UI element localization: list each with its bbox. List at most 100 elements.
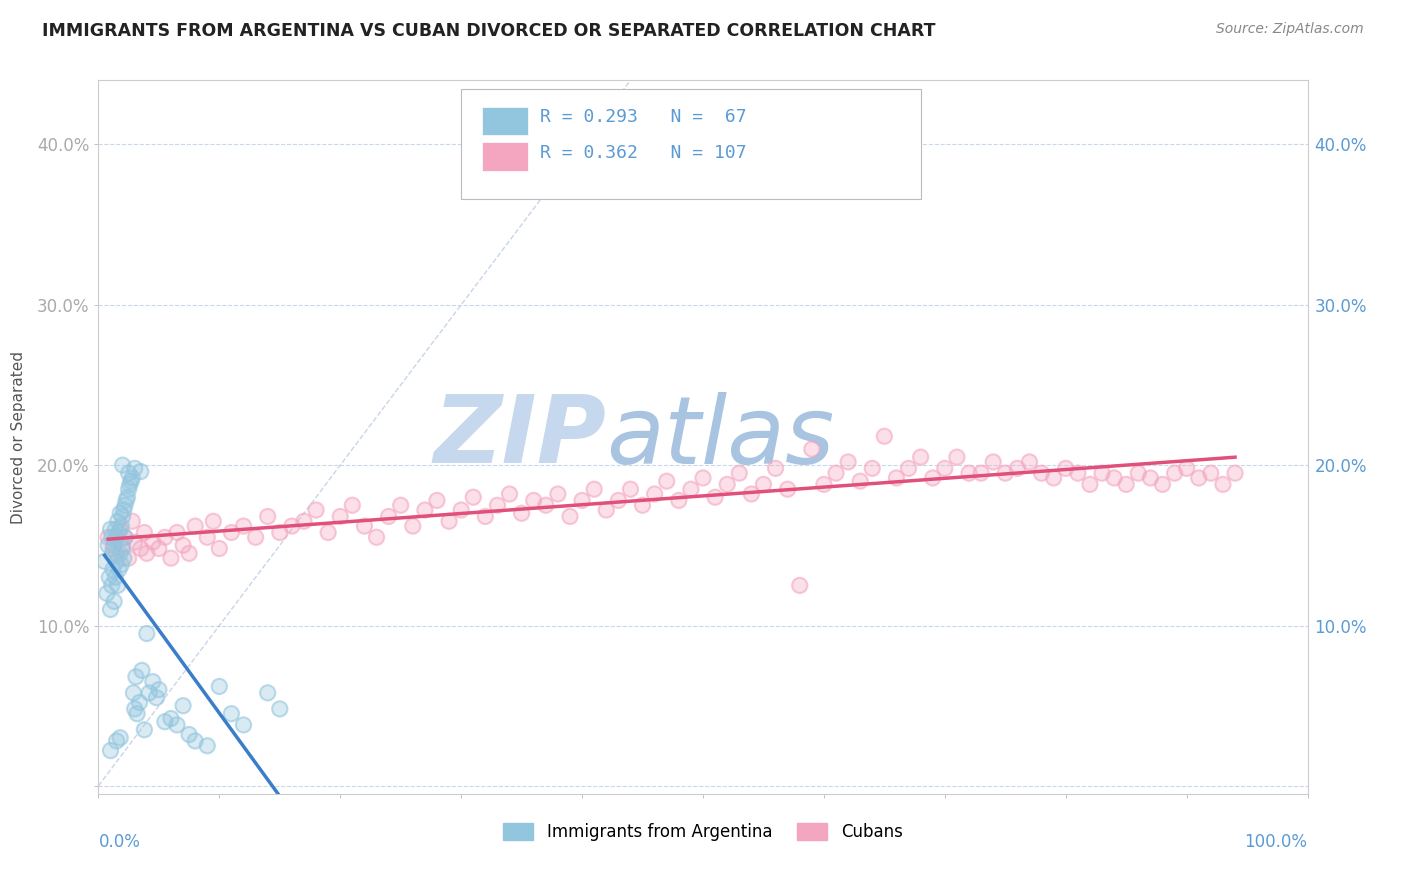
- Point: [100, 522, 122, 536]
- Point: [120, 474, 142, 488]
- Point: [179, 546, 201, 560]
- Point: [813, 477, 835, 491]
- Point: [127, 706, 149, 721]
- Point: [97, 530, 120, 544]
- Point: [98, 570, 121, 584]
- Point: [108, 731, 131, 745]
- Point: [101, 546, 124, 560]
- Text: R = 0.362   N = 107: R = 0.362 N = 107: [540, 145, 747, 162]
- Point: [105, 546, 128, 560]
- Point: [124, 461, 146, 475]
- Point: [366, 530, 388, 544]
- Point: [108, 525, 131, 540]
- Point: [100, 578, 122, 592]
- Point: [825, 466, 848, 480]
- Point: [886, 471, 908, 485]
- Point: [105, 546, 128, 560]
- Point: [1067, 466, 1090, 480]
- Point: [1078, 477, 1101, 491]
- Point: [184, 519, 207, 533]
- Point: [256, 686, 278, 700]
- Point: [108, 546, 131, 560]
- Point: [166, 718, 188, 732]
- Point: [118, 551, 141, 566]
- Point: [101, 546, 124, 560]
- Point: [704, 490, 727, 504]
- Point: [142, 535, 165, 549]
- Point: [100, 602, 122, 616]
- Point: [1152, 477, 1174, 491]
- Point: [129, 465, 152, 479]
- Point: [93, 554, 115, 568]
- Point: [104, 522, 127, 536]
- Point: [118, 477, 141, 491]
- Point: [135, 546, 157, 560]
- Point: [160, 551, 183, 566]
- Point: [897, 461, 920, 475]
- Point: [134, 723, 156, 737]
- Point: [172, 698, 194, 713]
- Point: [752, 477, 775, 491]
- Point: [342, 498, 364, 512]
- Point: [1054, 461, 1077, 475]
- Point: [103, 538, 125, 552]
- Point: [860, 461, 883, 475]
- Point: [101, 541, 124, 556]
- Point: [114, 530, 136, 544]
- Point: [994, 466, 1017, 480]
- Point: [800, 442, 823, 456]
- Point: [138, 686, 160, 700]
- Point: [245, 530, 267, 544]
- Point: [571, 493, 593, 508]
- Point: [342, 498, 364, 512]
- Point: [692, 471, 714, 485]
- Point: [166, 525, 188, 540]
- Point: [110, 558, 132, 572]
- Point: [353, 519, 375, 533]
- Point: [129, 541, 152, 556]
- Point: [776, 482, 799, 496]
- Point: [110, 558, 132, 572]
- Point: [1115, 477, 1137, 491]
- Point: [172, 698, 194, 713]
- Point: [631, 498, 654, 512]
- Point: [148, 541, 170, 556]
- Point: [115, 493, 138, 508]
- Point: [108, 506, 131, 520]
- Point: [97, 530, 120, 544]
- Point: [105, 530, 128, 544]
- Point: [547, 487, 569, 501]
- Point: [740, 487, 762, 501]
- Point: [1163, 466, 1185, 480]
- Point: [1128, 466, 1150, 480]
- Point: [121, 471, 143, 485]
- Point: [668, 493, 690, 508]
- Point: [104, 570, 127, 584]
- Point: [245, 530, 267, 544]
- Point: [111, 458, 134, 472]
- Point: [100, 743, 122, 757]
- Point: [100, 578, 122, 592]
- Point: [124, 702, 146, 716]
- Point: [110, 519, 132, 533]
- Point: [970, 466, 993, 480]
- Point: [122, 686, 145, 700]
- Point: [208, 680, 231, 694]
- Point: [329, 509, 352, 524]
- Point: [232, 519, 254, 533]
- Point: [619, 482, 641, 496]
- Point: [910, 450, 932, 464]
- Point: [111, 509, 134, 524]
- Point: [208, 541, 231, 556]
- Point: [202, 514, 225, 528]
- Point: [221, 525, 243, 540]
- Point: [134, 723, 156, 737]
- Point: [510, 506, 533, 520]
- Point: [128, 696, 150, 710]
- Point: [728, 466, 751, 480]
- Point: [305, 503, 328, 517]
- Point: [100, 522, 122, 536]
- Point: [619, 482, 641, 496]
- Point: [105, 554, 128, 568]
- Y-axis label: Divorced or Separated: Divorced or Separated: [11, 351, 25, 524]
